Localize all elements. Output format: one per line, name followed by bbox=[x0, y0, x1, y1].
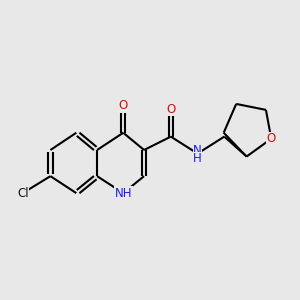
Text: Cl: Cl bbox=[17, 187, 28, 200]
Text: NH: NH bbox=[115, 187, 132, 200]
Text: N: N bbox=[193, 143, 202, 157]
Text: O: O bbox=[118, 99, 128, 112]
Text: O: O bbox=[166, 103, 176, 116]
Text: O: O bbox=[267, 132, 276, 145]
Text: H: H bbox=[193, 152, 202, 165]
